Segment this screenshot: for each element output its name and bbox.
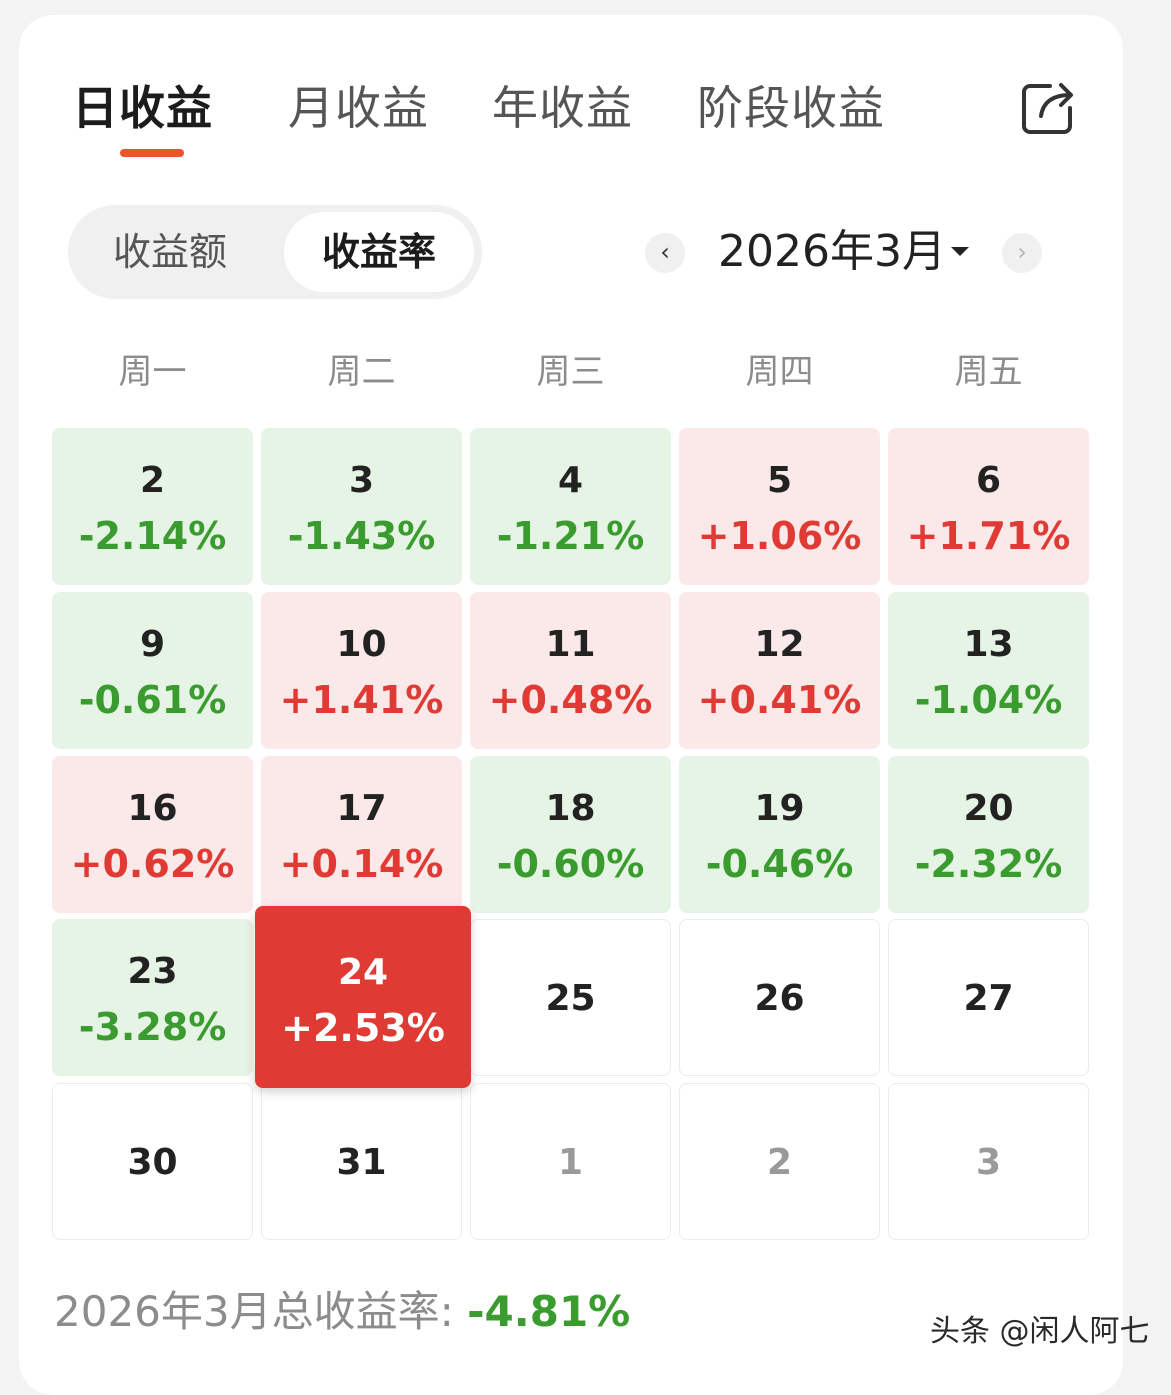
day-number: 24 xyxy=(337,952,389,993)
calendar-day-cell[interactable]: 16 +0.62% xyxy=(52,756,253,913)
chevron-right-icon: › xyxy=(1017,238,1027,266)
monthly-total-value: -4.81% xyxy=(467,1287,631,1336)
calendar-day-cell[interactable]: 31 xyxy=(261,1083,462,1240)
calendar-day-cell[interactable]: 17 +0.14% xyxy=(261,756,462,913)
calendar-day-cell[interactable]: 6 +1.71% xyxy=(888,428,1089,585)
day-return-rate: -0.60% xyxy=(496,842,645,886)
day-number: 18 xyxy=(545,788,596,829)
day-number: 27 xyxy=(963,978,1014,1019)
caret-down-icon[interactable] xyxy=(951,247,969,256)
next-month-button[interactable]: › xyxy=(1002,233,1042,273)
day-number: 5 xyxy=(766,460,793,501)
monthly-total-label: 2026年3月总收益率: xyxy=(54,1287,468,1336)
day-number: 30 xyxy=(127,1142,178,1183)
chevron-left-icon: ‹ xyxy=(660,238,670,266)
day-return-rate: -1.21% xyxy=(496,514,645,558)
calendar-day-cell[interactable]: 10 +1.41% xyxy=(261,592,462,749)
weekday-fri: 周五 xyxy=(954,352,1023,392)
day-number: 6 xyxy=(975,460,1002,501)
day-number: 16 xyxy=(127,788,178,829)
tab-yearly-returns[interactable]: 年收益 xyxy=(492,81,633,135)
day-number: 3 xyxy=(975,1142,1002,1183)
day-number: 19 xyxy=(754,788,805,829)
day-return-rate: -0.46% xyxy=(705,842,854,886)
day-return-rate: +0.14% xyxy=(279,842,444,886)
segment-return-rate[interactable]: 收益率 xyxy=(284,212,474,292)
calendar-day-cell[interactable]: 18 -0.60% xyxy=(470,756,671,913)
calendar-day-cell[interactable]: 27 xyxy=(888,919,1089,1076)
calendar-day-cell[interactable]: 26 xyxy=(679,919,880,1076)
day-return-rate: -3.28% xyxy=(78,1005,227,1049)
day-number: 12 xyxy=(754,624,805,665)
day-return-rate: +1.41% xyxy=(279,678,444,722)
calendar-day-cell-next-month[interactable]: 2 xyxy=(679,1083,880,1240)
month-label[interactable]: 2026年3月 xyxy=(718,226,946,277)
day-number: 10 xyxy=(336,624,387,665)
day-number: 1 xyxy=(557,1142,584,1183)
day-number: 23 xyxy=(127,951,178,992)
day-number: 4 xyxy=(557,460,584,501)
day-number: 20 xyxy=(963,788,1014,829)
weekday-wed: 周三 xyxy=(536,352,605,392)
calendar-day-cell[interactable]: 23 -3.28% xyxy=(52,919,253,1076)
weekday-tue: 周二 xyxy=(327,352,396,392)
day-number: 26 xyxy=(754,978,805,1019)
calendar-day-cell-next-month[interactable]: 3 xyxy=(888,1083,1089,1240)
day-return-rate: -2.14% xyxy=(78,514,227,558)
day-return-rate: +0.62% xyxy=(70,842,235,886)
day-number: 31 xyxy=(336,1142,387,1183)
calendar-day-cell[interactable]: 11 +0.48% xyxy=(470,592,671,749)
day-number: 25 xyxy=(545,978,596,1019)
prev-month-button[interactable]: ‹ xyxy=(645,233,685,273)
day-return-rate: +1.71% xyxy=(906,514,1071,558)
monthly-total-return: 2026年3月总收益率: -4.81% xyxy=(54,1285,630,1339)
day-number: 2 xyxy=(766,1142,793,1183)
calendar-day-cell-selected[interactable]: 24 +2.53% xyxy=(255,906,471,1088)
calendar-day-cell[interactable]: 9 -0.61% xyxy=(52,592,253,749)
day-number: 13 xyxy=(963,624,1014,665)
day-return-rate: -1.43% xyxy=(287,514,436,558)
weekday-mon: 周一 xyxy=(118,352,187,392)
day-number: 2 xyxy=(139,460,166,501)
day-return-rate: -0.61% xyxy=(78,678,227,722)
share-icon[interactable] xyxy=(1020,78,1078,136)
day-number: 3 xyxy=(348,460,375,501)
tab-period-returns[interactable]: 阶段收益 xyxy=(697,81,885,135)
calendar-day-cell[interactable]: 13 -1.04% xyxy=(888,592,1089,749)
tab-monthly-returns[interactable]: 月收益 xyxy=(288,81,429,135)
weekday-thu: 周四 xyxy=(745,352,814,392)
calendar-day-cell[interactable]: 3 -1.43% xyxy=(261,428,462,585)
day-number: 11 xyxy=(545,624,596,665)
active-tab-indicator xyxy=(120,149,184,157)
metric-segmented-control: 收益额 收益率 xyxy=(68,205,482,299)
calendar-day-cell[interactable]: 19 -0.46% xyxy=(679,756,880,913)
calendar-day-cell[interactable]: 2 -2.14% xyxy=(52,428,253,585)
calendar-day-cell[interactable]: 5 +1.06% xyxy=(679,428,880,585)
day-return-rate: -2.32% xyxy=(914,842,1063,886)
calendar-day-cell-next-month[interactable]: 1 xyxy=(470,1083,671,1240)
watermark: 头条 @闲人阿七 xyxy=(930,1314,1150,1349)
calendar-day-cell[interactable]: 4 -1.21% xyxy=(470,428,671,585)
day-return-rate: +0.41% xyxy=(697,678,862,722)
day-number: 17 xyxy=(336,788,387,829)
calendar-day-cell[interactable]: 20 -2.32% xyxy=(888,756,1089,913)
day-return-rate: -1.04% xyxy=(914,678,1063,722)
calendar-day-cell[interactable]: 25 xyxy=(470,919,671,1076)
tab-daily-returns[interactable]: 日收益 xyxy=(72,81,213,135)
day-return-rate: +1.06% xyxy=(697,514,862,558)
day-return-rate: +2.53% xyxy=(281,1006,445,1050)
segment-return-amount[interactable]: 收益额 xyxy=(112,230,227,274)
calendar-day-cell[interactable]: 30 xyxy=(52,1083,253,1240)
day-number: 9 xyxy=(139,624,166,665)
day-return-rate: +0.48% xyxy=(488,678,653,722)
calendar-day-cell[interactable]: 12 +0.41% xyxy=(679,592,880,749)
